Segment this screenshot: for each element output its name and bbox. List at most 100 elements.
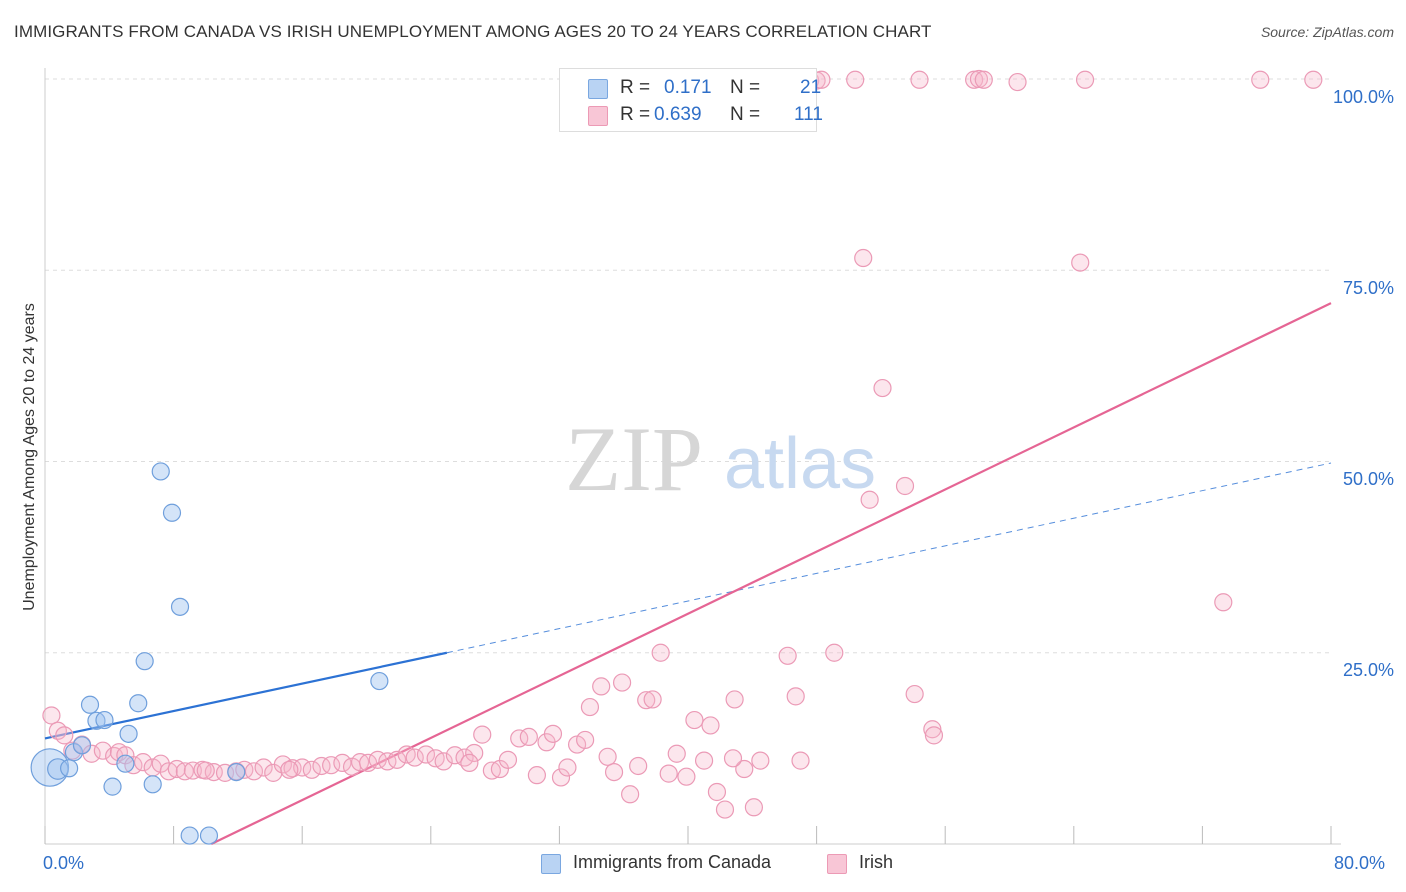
canada-point [170,597,190,616]
irish-point [735,759,754,779]
irish-point [969,69,989,89]
irish-point [498,750,518,769]
canada-point [227,762,246,782]
canada-point [199,826,219,845]
x-tick-max: 80.0% [1334,853,1386,873]
canada-point [95,710,114,730]
irish-point [905,684,924,704]
irish-point [55,726,74,745]
canada-point [103,777,122,796]
irish-point [465,743,484,763]
legend-label-irish: Irish [859,852,894,872]
irish-point [551,768,571,787]
irish-point [1251,70,1270,89]
y-tick-50: 50.0% [1342,469,1394,489]
irish-point [1071,253,1090,272]
irish-point [42,706,61,725]
source-label: Source: ZipAtlas.com [1260,24,1394,40]
trend-line-canada-extension [446,462,1332,654]
canada-point [135,652,154,671]
irish-point [965,70,984,89]
canada-point [116,754,135,773]
irish-point [744,798,764,817]
irish-point [895,476,915,496]
y-tick-100: 100.0% [1332,87,1394,107]
y-axis-label: Unemployment Among Ages 20 to 24 years [21,303,38,611]
canada-point [60,759,79,778]
y-tick-75: 75.0% [1342,278,1394,298]
irish-point [923,720,942,739]
irish-point [677,767,696,786]
legend-label-canada: Immigrants from Canada [573,852,772,872]
irish-point [302,760,321,779]
irish-point [725,690,744,709]
irish-point [651,643,670,662]
irish-point [910,70,929,89]
irish-point [93,741,112,760]
irish-point [322,756,341,775]
irish-point [873,378,892,398]
irish-point [333,753,352,773]
axes [44,68,1341,845]
legend-n-label: N = [730,77,761,98]
irish-point [715,800,735,819]
irish-point [387,750,407,769]
irish-point [707,782,727,802]
irish-point [643,690,662,709]
legend-n-value-canada: 21 [800,77,822,98]
irish-point [860,490,879,509]
irish-point [667,744,686,763]
irish-point [974,70,993,89]
irish-points [42,69,1323,819]
irish-point [778,646,797,665]
irish-point [580,697,600,717]
legend-swatch-irish [588,106,608,126]
irish-point [791,751,810,770]
irish-point [846,70,865,89]
legend-swatch-irish [827,854,847,874]
irish-point [659,764,678,783]
irish-point [621,785,640,804]
chart-title: IMMIGRANTS FROM CANADA VS IRISH UNEMPLOY… [14,22,932,41]
irish-point [1008,72,1027,92]
irish-point [519,727,538,747]
irish-point [751,751,770,770]
irish-point [183,761,202,780]
stats-legend: R = 0.171 N = 21 R = 0.639 N = 111 [559,68,823,132]
irish-point [527,766,546,785]
irish-point [637,691,656,710]
legend-r-value-canada: 0.171 [664,77,712,98]
gridlines [45,78,1331,654]
irish-point [612,673,632,692]
irish-point [254,758,273,777]
irish-point [244,762,264,781]
irish-point [280,760,299,779]
irish-point [786,687,805,706]
legend-r-value-irish: 0.639 [654,104,702,125]
irish-point [854,248,873,268]
canada-point [80,695,100,714]
canada-point [180,826,199,845]
irish-point [1214,593,1233,612]
irish-point [825,643,844,662]
irish-point [685,710,704,730]
irish-point [598,747,617,766]
canada-point [162,503,182,522]
legend-r-label: R = [620,104,651,125]
irish-point [924,726,944,745]
legend-swatch-canada [541,854,561,874]
irish-point [1075,70,1095,89]
irish-point [558,758,577,777]
legend-n-label: N = [730,104,761,125]
irish-point [48,721,67,740]
irish-point [434,752,453,771]
legend-n-value-irish: 111 [794,104,823,125]
legend-r-label: R = [620,77,651,98]
watermark-zip: ZIP [565,408,703,510]
x-tick-min: 0.0% [43,853,85,873]
legend-swatch-canada [588,79,608,99]
irish-point [196,761,215,780]
canada-point [151,462,170,481]
canada-point [370,671,389,691]
